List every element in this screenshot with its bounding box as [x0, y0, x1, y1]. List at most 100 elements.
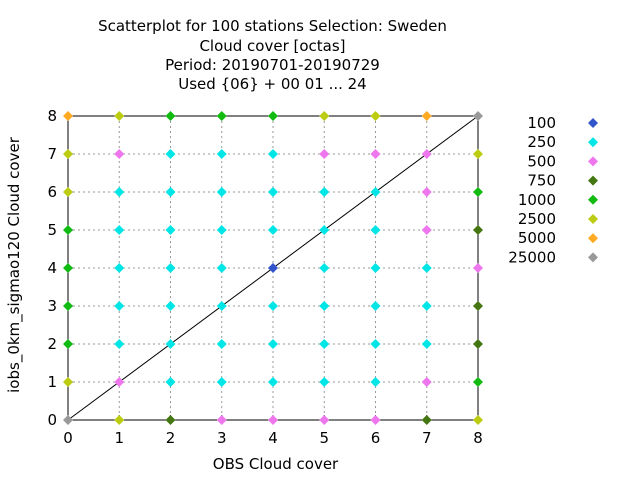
- y-tick-label-2: 2: [47, 335, 57, 353]
- legend-marker-500: [588, 156, 598, 167]
- point-series-250-38: [216, 149, 227, 159]
- point-series-250-34: [268, 187, 278, 197]
- point-series-500-1: [421, 377, 432, 387]
- point-series-1000-3: [63, 225, 73, 235]
- point-series-250-21: [216, 263, 227, 273]
- point-series-250-7: [216, 339, 227, 349]
- point-series-250-37: [165, 149, 176, 159]
- point-series-250-2: [268, 377, 278, 387]
- point-series-250-6: [165, 339, 176, 349]
- point-series-2500-5: [473, 149, 483, 159]
- legend-marker-1000: [588, 194, 598, 205]
- point-series-250-18: [421, 301, 432, 311]
- chart-title-line-4: Used {06} + 00 01 ... 24: [178, 75, 367, 93]
- legend-label-750: 750: [527, 172, 556, 190]
- point-series-25000-0: [63, 415, 73, 425]
- point-series-2500-2: [63, 149, 73, 159]
- legend-label-250: 250: [527, 133, 556, 151]
- point-series-250-9: [319, 339, 330, 349]
- point-series-5000-0: [63, 111, 73, 121]
- y-tick-label-4: 4: [47, 259, 57, 277]
- y-tick-label-3: 3: [47, 297, 57, 315]
- point-series-250-16: [319, 301, 330, 311]
- point-series-1000-6: [165, 111, 176, 121]
- point-series-500-6: [319, 149, 330, 159]
- point-series-2500-1: [63, 187, 73, 197]
- point-series-250-32: [165, 187, 176, 197]
- point-series-250-17: [370, 301, 381, 311]
- point-series-750-2: [473, 339, 483, 349]
- legend-marker-750: [588, 175, 598, 186]
- x-tick-label-8: 8: [473, 429, 483, 447]
- x-tick-label-3: 3: [217, 429, 227, 447]
- point-series-2500-3: [114, 415, 125, 425]
- point-series-250-25: [114, 225, 125, 235]
- point-series-2500-8: [370, 111, 381, 121]
- point-series-5000-1: [421, 111, 432, 121]
- point-series-2500-0: [63, 377, 73, 387]
- point-series-500-12: [370, 415, 381, 425]
- point-series-2500-7: [319, 111, 330, 121]
- x-tick-label-1: 1: [114, 429, 124, 447]
- chart-title-line-2: Cloud cover [octas]: [199, 37, 346, 55]
- legend-label-500: 500: [527, 152, 556, 170]
- x-tick-label-0: 0: [63, 429, 73, 447]
- legend-marker-250: [588, 137, 598, 148]
- point-series-250-22: [319, 263, 330, 273]
- point-series-250-24: [421, 263, 432, 273]
- point-series-250-3: [319, 377, 330, 387]
- point-series-500-8: [421, 149, 432, 159]
- legend-marker-5000: [588, 233, 598, 244]
- point-series-1000-8: [268, 111, 278, 121]
- legend-label-100: 100: [527, 114, 556, 132]
- point-series-500-0: [114, 377, 125, 387]
- legend-marker-25000: [588, 252, 598, 263]
- legend-label-1000: 1000: [518, 191, 556, 209]
- point-series-250-39: [268, 149, 278, 159]
- legend-label-25000: 25000: [508, 248, 556, 266]
- point-series-250-4: [370, 377, 381, 387]
- legend-label-2500: 2500: [518, 210, 556, 228]
- point-series-250-5: [114, 339, 125, 349]
- point-series-250-12: [114, 301, 125, 311]
- point-series-2500-6: [114, 111, 125, 121]
- point-series-500-5: [114, 149, 125, 159]
- point-series-500-7: [370, 149, 381, 159]
- y-tick-label-7: 7: [47, 145, 57, 163]
- point-series-250-28: [268, 225, 278, 235]
- point-series-250-27: [216, 225, 227, 235]
- point-series-250-15: [268, 301, 278, 311]
- point-series-1000-7: [216, 111, 227, 121]
- point-series-250-20: [165, 263, 176, 273]
- y-tick-label-6: 6: [47, 183, 57, 201]
- x-tick-label-4: 4: [268, 429, 278, 447]
- point-series-250-19: [114, 263, 125, 273]
- point-series-500-3: [421, 225, 432, 235]
- point-series-250-23: [370, 263, 381, 273]
- legend-marker-2500: [588, 214, 598, 224]
- point-series-250-30: [370, 225, 381, 235]
- point-series-250-14: [216, 301, 227, 311]
- x-tick-label-2: 2: [166, 429, 176, 447]
- point-series-250-13: [165, 301, 176, 311]
- point-series-25000-1: [473, 111, 483, 121]
- point-series-250-29: [319, 225, 330, 235]
- legend-marker-100: [588, 118, 598, 128]
- point-series-250-11: [421, 339, 432, 349]
- point-series-250-0: [165, 377, 176, 387]
- x-tick-label-7: 7: [422, 429, 432, 447]
- point-series-250-31: [114, 187, 125, 197]
- point-series-750-3: [473, 301, 483, 311]
- chart-title-line-1: Scatterplot for 100 stations Selection: …: [98, 17, 447, 35]
- x-tick-label-6: 6: [371, 429, 381, 447]
- y-axis-label: iobs_0km_sigmao120 Cloud cover: [5, 137, 23, 393]
- point-series-250-26: [165, 225, 176, 235]
- point-series-250-1: [216, 377, 227, 387]
- point-series-250-10: [370, 339, 381, 349]
- point-series-500-9: [216, 415, 227, 425]
- point-series-250-35: [319, 187, 330, 197]
- point-series-500-11: [319, 415, 330, 425]
- point-series-750-1: [421, 415, 432, 425]
- point-series-250-8: [268, 339, 278, 349]
